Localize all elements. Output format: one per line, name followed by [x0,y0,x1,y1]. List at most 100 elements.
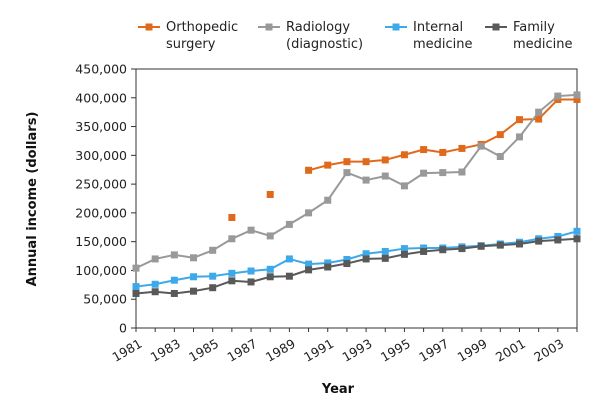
data-point [477,242,485,250]
data-point [132,289,140,297]
data-point [170,289,178,297]
y-tick-label: 300,000 [75,148,127,163]
x-tick-label: 1995 [378,336,413,365]
data-point [573,91,581,99]
y-tick-label: 50,000 [83,292,127,307]
y-tick-label: 0 [119,321,127,336]
data-point [305,260,313,268]
data-point [324,263,332,271]
series-group [228,96,581,221]
data-point [400,250,408,258]
data-point [362,158,370,166]
series-group [132,235,581,297]
series-line [135,237,578,295]
data-point [496,131,504,139]
series-group [132,227,581,291]
data-point [535,237,543,245]
x-axis-title: Year [321,382,355,397]
data-point [324,259,332,267]
y-tick-label: 150,000 [75,234,127,249]
legend-label: surgery [166,37,216,52]
legend-label: Family [513,20,555,35]
data-point [285,272,293,280]
data-point [515,133,523,141]
data-point [151,288,159,296]
x-tick-label: 1999 [455,336,490,365]
data-point [439,148,447,156]
legend-marker [392,23,400,31]
x-tick-label: 1989 [263,336,298,365]
data-point [439,169,447,177]
legend: Orthopedic surgery Radiology (diagnostic) In… [138,20,573,52]
data-point [362,255,370,263]
data-point [400,245,408,253]
data-point [573,96,581,104]
legend-label: (diagnostic) [286,37,363,52]
data-point [305,166,313,174]
x-tick-label: 1997 [416,336,451,365]
data-point [420,146,428,154]
axes: 0 50,000 100,000 150,000 200,000 250,000 300,0… [75,62,578,365]
y-tick-label: 200,000 [75,205,127,220]
series-line [135,230,578,288]
data-point [305,209,313,217]
data-point [381,172,389,180]
data-point [228,269,236,277]
x-tick-label: 1981 [109,336,144,365]
data-point [362,250,370,258]
data-point [209,284,217,292]
y-tick-label: 400,000 [75,90,127,105]
legend-marker [265,23,273,31]
legend-label: Radiology [286,20,350,35]
series-layer [132,91,581,297]
data-point [535,108,543,116]
data-point [458,245,466,253]
data-point [439,246,447,254]
data-point [400,151,408,159]
y-tick-label: 350,000 [75,119,127,134]
data-point [170,276,178,284]
data-point [343,256,351,264]
data-point [496,241,504,249]
data-point [190,287,198,295]
data-point [151,255,159,263]
data-point [343,169,351,177]
data-point [381,254,389,262]
x-tick-label: 1985 [186,336,221,365]
data-point [228,277,236,285]
x-tick-label: 1987 [224,336,259,365]
data-point [247,226,255,234]
y-tick-label: 450,000 [75,62,127,77]
plot-frame [135,68,578,329]
x-tick-label: 1983 [148,336,183,365]
legend-marker [492,23,500,31]
data-point [190,273,198,281]
data-point [132,264,140,272]
data-point [458,168,466,176]
data-point [324,196,332,204]
data-point [535,115,543,123]
data-point [554,92,562,100]
data-point [285,220,293,228]
data-point [477,142,485,150]
data-point [285,255,293,263]
data-point [381,156,389,164]
data-point [381,247,389,255]
data-point [266,190,274,198]
legend-label: medicine [413,37,473,52]
data-point [266,265,274,273]
legend-marker [145,23,153,31]
data-point [305,266,313,274]
data-point [400,182,408,190]
data-point [420,169,428,177]
data-point [573,227,581,235]
data-point [554,236,562,244]
data-point [573,235,581,243]
data-point [458,144,466,152]
y-tick-label: 100,000 [75,263,127,278]
x-tick-label: 1991 [301,336,336,365]
data-point [247,278,255,286]
data-point [343,260,351,268]
y-tick-label: 250,000 [75,177,127,192]
